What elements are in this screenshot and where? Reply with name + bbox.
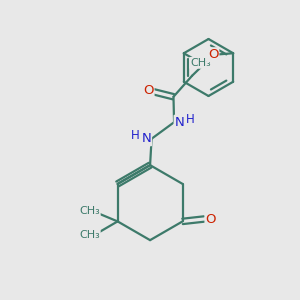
Text: O: O <box>143 84 154 97</box>
Text: N: N <box>175 116 184 129</box>
Text: O: O <box>208 48 218 61</box>
Text: CH₃: CH₃ <box>190 58 211 68</box>
Text: N: N <box>141 132 151 145</box>
Text: H: H <box>186 113 195 126</box>
Text: O: O <box>206 212 216 226</box>
Text: CH₃: CH₃ <box>79 230 100 240</box>
Text: H: H <box>131 129 140 142</box>
Text: CH₃: CH₃ <box>79 206 100 216</box>
